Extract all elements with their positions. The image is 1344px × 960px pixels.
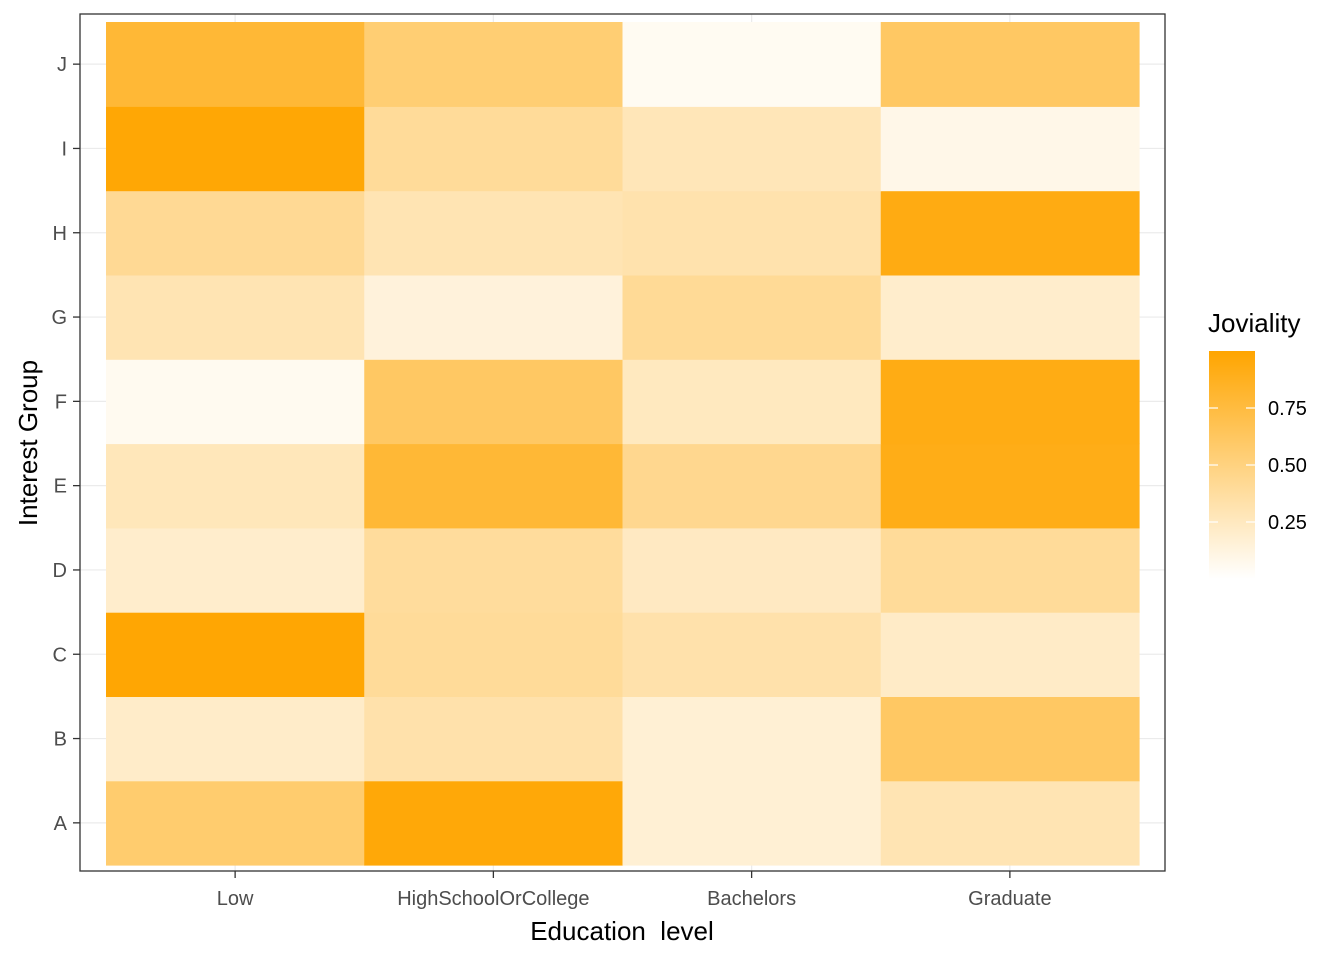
heatmap-cell-g-bachelors [622,274,882,360]
y-axis: A B C D E F G H I J [51,54,80,835]
heatmap-cell-b-highschoolorcollege [364,696,624,782]
heatmap-cell-b-low [106,696,365,782]
heatmap-cell-g-low [106,274,365,360]
heatmap-cell-a-highschoolorcollege [364,780,624,866]
x-tick-label: Bachelors [707,888,796,910]
heatmap-cell-a-low [106,780,365,866]
legend-tick-label: 0.75 [1268,398,1307,420]
x-tick-label: Graduate [968,888,1051,910]
heatmap-cell-h-low [106,190,365,276]
legend-title: Joviality [1208,308,1300,338]
y-tick-label: D [53,560,67,582]
y-tick-label: I [61,138,67,160]
heatmap-cell-h-graduate [880,190,1140,276]
legend: Joviality 0.25 0.50 0.75 [1208,308,1307,579]
y-tick-label: F [55,391,67,413]
heatmap-cell-d-highschoolorcollege [364,527,624,613]
heatmap-cell-d-bachelors [622,527,882,613]
heatmap-cell-c-highschoolorcollege [364,612,624,697]
y-tick-label: G [51,307,67,329]
legend-tick-label: 0.25 [1268,512,1307,534]
y-axis-title: Interest Group [13,360,43,526]
x-tick-label: Low [217,888,254,910]
heatmap-cell-d-low [106,527,365,613]
heatmap-cell-i-highschoolorcollege [364,106,624,192]
x-axis: Low HighSchoolOrCollege Bachelors Graduate [217,871,1052,910]
legend-ticks: 0.25 0.50 0.75 [1209,398,1307,534]
panel-border [79,13,1166,872]
heatmap-cell-e-low [106,443,365,529]
x-tick-label: HighSchoolOrCollege [397,888,589,910]
heatmap-cell-j-highschoolorcollege [364,22,624,107]
heatmap-cell-i-low [106,106,365,192]
heatmap-cell-e-highschoolorcollege [364,443,624,529]
heatmap-cell-g-graduate [880,274,1140,360]
heatmap-cell-f-bachelors [622,359,882,445]
heatmap-cell-b-graduate [880,696,1140,782]
x-axis-title: Education level [530,916,714,946]
heatmap-cell-g-highschoolorcollege [364,274,624,360]
heatmap-cell-i-bachelors [622,106,882,192]
heatmap-cell-a-bachelors [622,780,882,866]
y-tick-label: H [53,223,67,245]
heatmap-cell-f-graduate [880,359,1140,445]
y-tick-label: B [54,729,67,751]
heatmap-cell-h-highschoolorcollege [364,190,624,276]
heatmap-cell-f-low [106,359,365,445]
heatmap-cell-c-low [106,612,365,697]
heatmap-cell-j-graduate [880,22,1140,107]
heatmap-cell-e-graduate [880,443,1140,529]
heatmap-cell-h-bachelors [622,190,882,276]
heatmap-cell-c-graduate [880,612,1140,697]
y-tick-label: A [54,813,68,835]
heatmap-cell-i-graduate [880,106,1140,192]
heatmap-cell-c-bachelors [622,612,882,697]
y-tick-label: J [57,54,67,76]
heatmap-cell-f-highschoolorcollege [364,359,624,445]
y-tick-label: E [54,476,67,498]
heatmap-cell-d-graduate [880,527,1140,613]
heatmap-cell-j-low [106,22,365,107]
heatmap-cell-b-bachelors [622,696,882,782]
heatmap-cell-j-bachelors [622,22,882,107]
y-tick-label: C [53,644,67,666]
legend-tick-label: 0.50 [1268,455,1307,477]
heatmap-cell-e-bachelors [622,443,882,529]
heatmap-cell-a-graduate [880,780,1140,866]
heatmap-cells [106,22,1140,866]
